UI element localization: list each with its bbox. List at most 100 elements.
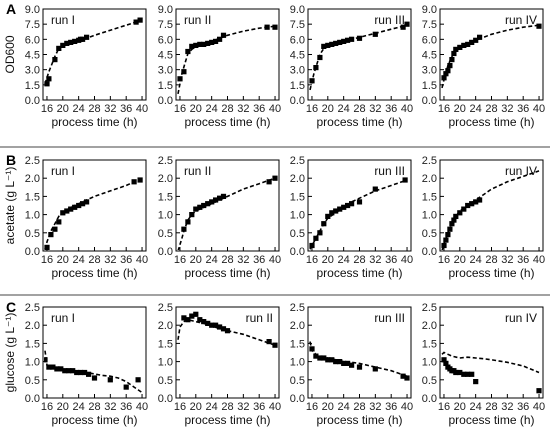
data-point: [461, 371, 467, 377]
x-axis-label: process time (h): [184, 115, 270, 129]
data-point: [70, 368, 76, 374]
data-point: [68, 39, 74, 45]
data-point: [465, 202, 471, 209]
x-tick-label: 28: [353, 254, 365, 266]
x-tick-label: 28: [221, 254, 233, 266]
x-tick-label: 32: [237, 401, 249, 413]
x-tick-label: 32: [369, 103, 381, 115]
data-point: [185, 48, 191, 55]
y-tick-label: 4.5: [422, 50, 437, 62]
data-point: [469, 39, 475, 45]
y-tick-label: 1.5: [422, 191, 437, 203]
x-tick-label: 16: [438, 254, 450, 266]
x-tick-label: 20: [190, 103, 202, 115]
x-tick-label: 40: [401, 254, 413, 266]
data-point: [272, 342, 278, 348]
data-point: [272, 24, 278, 30]
data-point: [341, 204, 347, 210]
x-tick-label: 20: [454, 254, 466, 266]
y-tick-label: 9.0: [290, 4, 305, 16]
data-point: [46, 364, 52, 370]
x-tick-label: 32: [501, 254, 513, 266]
x-tick-label: 24: [338, 254, 350, 266]
x-tick-label: 24: [470, 103, 482, 115]
run-label: run III: [374, 13, 405, 27]
y-tick-label: 2.5: [158, 155, 173, 167]
y-tick-label: 0.5: [422, 375, 437, 387]
data-point: [317, 54, 323, 61]
x-tick-label: 28: [88, 254, 100, 266]
y-tick-label: 1.0: [158, 357, 173, 369]
data-point: [91, 375, 98, 381]
y-axis-label-B: acetate (g L⁻¹): [3, 167, 17, 245]
data-point: [201, 319, 207, 325]
y-tick-label: 7.5: [290, 19, 305, 31]
run-label: run II: [246, 311, 273, 325]
x-tick-label: 16: [438, 103, 450, 115]
y-tick-label: 2.0: [25, 320, 40, 332]
x-tick-label: 16: [41, 254, 53, 266]
data-point: [453, 369, 459, 376]
y-tick-label: 0.0: [158, 246, 173, 258]
y-tick-label: 6.0: [290, 34, 305, 46]
y-tick-label: 1.0: [290, 357, 305, 369]
data-point: [469, 371, 475, 377]
x-tick-label: 40: [136, 103, 148, 115]
subplot-B-2: 0.0 0.5 1.0 1.5 2.0 2.5 16 20 24 28 32 36 40process …: [158, 155, 281, 280]
subplot-C-3: 0.0 0.5 1.0 1.5 2.0 2.5 16 20 24 28 32 36 40process …: [290, 302, 413, 427]
data-point: [404, 375, 410, 381]
y-tick-label: 9.0: [25, 4, 40, 16]
y-tick-label: 1.0: [25, 357, 40, 369]
x-tick-label: 20: [57, 254, 69, 266]
y-tick-label: 0.0: [422, 246, 437, 258]
data-point: [272, 175, 278, 181]
y-tick-label: 2.0: [25, 173, 40, 185]
y-tick-label: 1.0: [290, 210, 305, 222]
data-point: [447, 226, 453, 232]
model-fit-line: [44, 19, 143, 85]
y-tick-label: 1.5: [290, 80, 305, 92]
y-tick-label: 4.5: [290, 50, 305, 62]
x-axis-label: process time (h): [448, 266, 534, 280]
data-point: [325, 357, 331, 363]
data-point: [372, 186, 378, 192]
data-point: [449, 221, 455, 227]
x-tick-label: 28: [221, 401, 233, 413]
data-point: [317, 355, 323, 361]
x-tick-label: 28: [485, 401, 497, 413]
y-tick-label: 0.0: [290, 246, 305, 258]
data-point: [197, 204, 203, 210]
data-point: [477, 197, 483, 203]
x-tick-label: 28: [353, 103, 365, 115]
data-point: [404, 21, 410, 27]
data-point: [72, 204, 78, 210]
x-tick-label: 36: [385, 401, 397, 413]
y-tick-label: 9.0: [158, 4, 173, 16]
data-point: [133, 19, 139, 25]
y-tick-label: 2.0: [158, 320, 173, 332]
data-point: [44, 244, 50, 250]
data-point: [50, 364, 56, 370]
data-point: [445, 68, 451, 74]
x-tick-label: 24: [338, 401, 350, 413]
data-point: [78, 369, 84, 376]
data-point: [181, 69, 187, 75]
x-axis-label: process time (h): [316, 266, 402, 280]
data-point: [181, 315, 187, 321]
x-tick-label: 24: [470, 401, 482, 413]
data-point: [469, 201, 475, 207]
data-point: [72, 38, 78, 44]
data-point: [266, 179, 272, 185]
x-tick-label: 40: [269, 103, 281, 115]
data-point: [325, 42, 331, 48]
data-point: [457, 210, 463, 216]
y-tick-label: 0.5: [422, 228, 437, 240]
x-tick-label: 32: [369, 254, 381, 266]
data-point: [220, 32, 227, 38]
data-point: [52, 57, 58, 63]
data-point: [193, 206, 199, 212]
model-fit-line: [441, 170, 540, 250]
x-tick-label: 32: [237, 254, 249, 266]
x-tick-label: 16: [41, 401, 53, 413]
data-point: [217, 36, 223, 42]
